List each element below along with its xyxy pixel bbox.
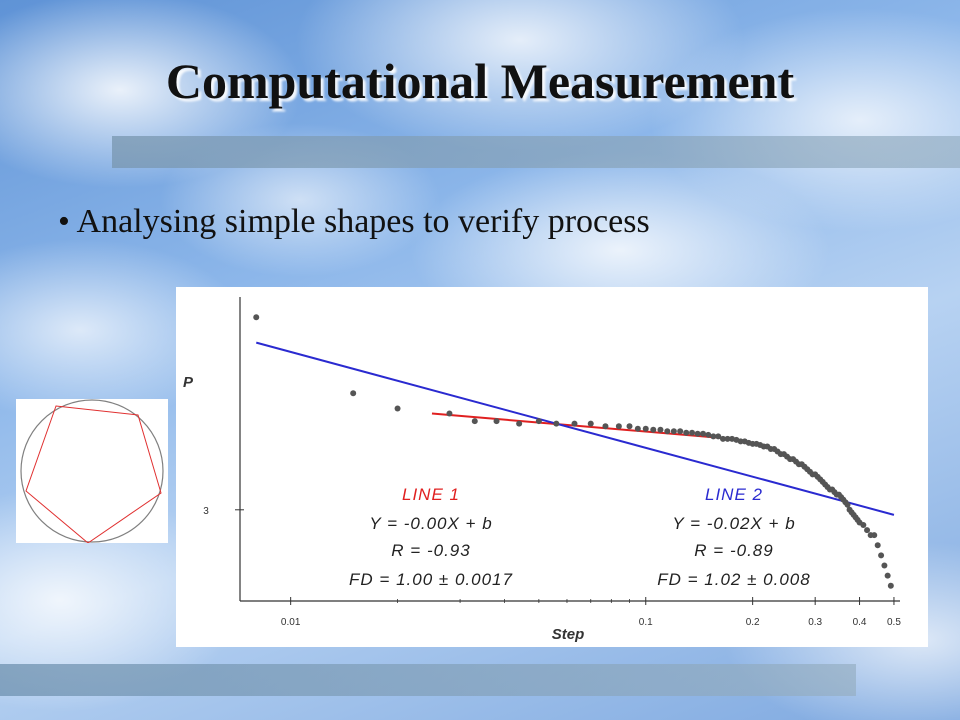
- data-point: [587, 420, 594, 427]
- line1-title: LINE 1: [402, 485, 460, 504]
- data-point: [253, 314, 260, 321]
- x-tick-label: 0.4: [853, 617, 867, 628]
- data-point: [737, 438, 744, 445]
- data-point: [657, 426, 664, 433]
- line1-fractal-dimension: FD = 1.00 ± 0.0017: [349, 570, 513, 589]
- fit-line-1: [431, 412, 733, 440]
- data-point: [642, 425, 649, 432]
- data-point: [705, 431, 712, 438]
- data-point: [719, 435, 726, 442]
- chart-panel: 0.01 0.1 0.2 0.3 0.4 0.5 3 Step P LINE 1 Y = -0.…: [176, 287, 928, 647]
- line1-equation: Y = -0.00X + b: [369, 514, 492, 533]
- data-point: [683, 429, 690, 436]
- data-point: [664, 428, 671, 435]
- data-point: [887, 582, 894, 589]
- polygon-figure-panel: [16, 399, 168, 544]
- x-tick-label: 0.1: [639, 617, 653, 628]
- data-point: [350, 390, 357, 397]
- y-tick-label: 3: [203, 506, 209, 517]
- x-tick-label: 0.3: [808, 617, 822, 628]
- x-tick-label: 0.01: [281, 617, 301, 628]
- data-point: [710, 433, 717, 440]
- data-point: [878, 552, 885, 559]
- y-axis-label: P: [183, 374, 194, 391]
- data-point: [471, 418, 478, 425]
- bullet-point: • Analysing simple shapes to verify proc…: [58, 203, 650, 240]
- x-tick-label: 0.5: [887, 617, 901, 628]
- line2-equation: Y = -0.02X + b: [672, 514, 795, 533]
- x-tick-label: 0.2: [746, 617, 760, 628]
- data-point: [553, 420, 560, 427]
- line2-fractal-dimension: FD = 1.02 ± 0.008: [657, 570, 810, 589]
- data-point: [626, 423, 633, 430]
- data-point: [871, 532, 878, 539]
- line2-title: LINE 2: [705, 485, 763, 504]
- data-point: [650, 426, 657, 433]
- data-point: [602, 423, 609, 430]
- data-point: [864, 527, 871, 534]
- data-point: [535, 418, 542, 425]
- data-point: [615, 423, 622, 430]
- data-point: [874, 542, 881, 549]
- pentagon-in-circle-figure: [20, 399, 164, 544]
- data-point: [670, 428, 677, 435]
- bounding-circle: [20, 399, 164, 543]
- slide-title: Computational Measurement: [165, 53, 795, 109]
- data-point: [634, 425, 641, 432]
- inscribed-pentagon: [25, 405, 162, 544]
- data-point: [677, 428, 684, 435]
- data-point: [715, 433, 722, 440]
- data-point: [394, 405, 401, 412]
- data-point: [844, 501, 851, 508]
- data-point: [694, 430, 701, 437]
- fit-line-2: [255, 341, 895, 516]
- data-point: [700, 430, 707, 437]
- line1-correlation: R = -0.93: [391, 541, 470, 560]
- data-point: [571, 420, 578, 427]
- x-axis-label: Step: [552, 626, 585, 643]
- data-point: [516, 420, 523, 427]
- data-point: [884, 572, 891, 579]
- data-point: [881, 562, 888, 569]
- data-point: [689, 429, 696, 436]
- data-point: [860, 522, 867, 528]
- data-point: [446, 410, 453, 417]
- line2-correlation: R = -0.89: [694, 541, 773, 560]
- data-point: [493, 418, 500, 425]
- data-point: [724, 435, 731, 442]
- footer-band: [0, 664, 856, 696]
- fractal-dimension-chart: 0.01 0.1 0.2 0.3 0.4 0.5 3 Step P LINE 1 Y = -0.…: [183, 297, 901, 643]
- title-underline-band: [112, 136, 960, 168]
